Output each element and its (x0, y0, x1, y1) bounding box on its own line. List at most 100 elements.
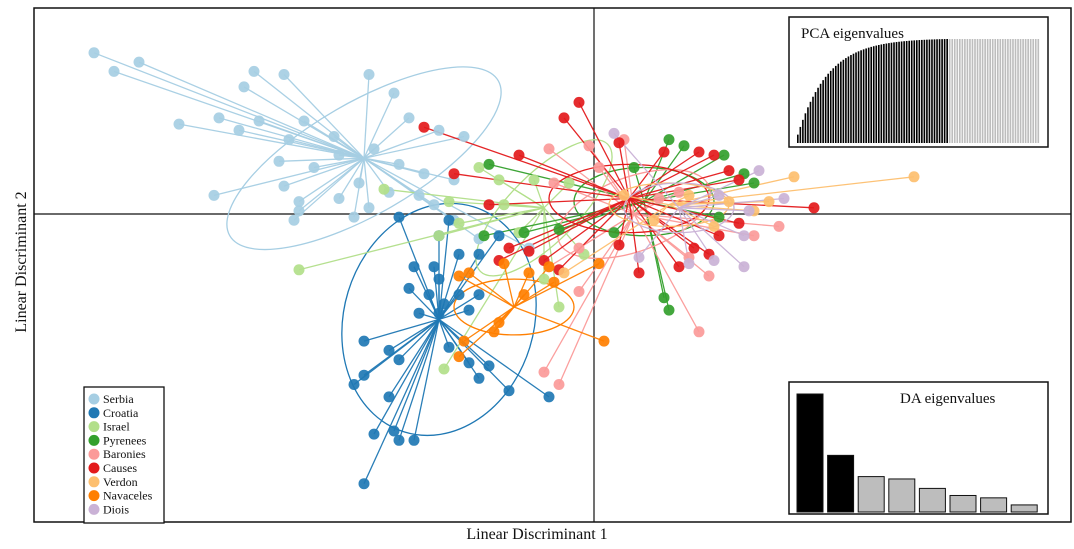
data-point (483, 199, 495, 211)
data-point (613, 239, 625, 251)
pca-eigenvalue-bar (865, 48, 867, 143)
data-point (443, 214, 455, 226)
spoke-line (563, 117, 630, 199)
data-point (518, 227, 530, 239)
data-point (453, 217, 465, 229)
points-diois (608, 127, 790, 273)
spoke-line (638, 207, 680, 258)
pca-eigenvalue-bar (870, 46, 873, 143)
pca-eigenvalue-bar (860, 50, 862, 143)
data-point (438, 363, 450, 375)
spoke-line (363, 135, 465, 159)
spoke-line (258, 120, 365, 159)
legend-swatch (88, 393, 100, 405)
data-point (408, 434, 420, 446)
data-point (383, 344, 395, 356)
data-point (503, 242, 515, 254)
pca-eigenvalue-bar (878, 44, 880, 143)
spoke-line (93, 52, 365, 159)
pca-eigenvalue-bar (903, 41, 905, 144)
data-point (683, 189, 695, 201)
y-axis-label: Linear Discriminant 2 (13, 191, 30, 333)
data-point (653, 193, 665, 204)
data-point (283, 134, 295, 146)
pca-eigenvalue-bar (931, 39, 933, 143)
data-point (433, 230, 445, 242)
pca-eigenvalue-bar (956, 39, 959, 143)
data-point (713, 230, 725, 242)
pca-eigenvalue-bar (984, 39, 986, 143)
data-point (463, 304, 475, 316)
pca-eigenvalue-bar (971, 39, 974, 143)
pca-eigenvalue-bar (857, 51, 860, 143)
data-point (293, 196, 305, 208)
data-point (383, 391, 395, 403)
inertia-ellipse (226, 66, 502, 251)
data-point (483, 360, 495, 372)
pca-eigenvalue-bar (1037, 39, 1040, 143)
spoke-line (458, 207, 545, 224)
data-point (363, 202, 375, 214)
data-point (748, 230, 760, 242)
spoke-line (438, 318, 510, 392)
pca-eigenvalue-bar (804, 113, 807, 143)
spoke-line (388, 318, 440, 351)
data-point (273, 155, 285, 167)
points-verdon (558, 171, 920, 279)
pca-eigenvalue-bar (837, 63, 840, 143)
pca-eigenvalue-bar (862, 49, 865, 143)
data-point (543, 261, 555, 273)
spoke-line (628, 198, 680, 268)
legend-label: Croatia (103, 406, 139, 420)
data-point (448, 168, 460, 180)
data-point (378, 183, 390, 195)
data-point (478, 230, 490, 242)
spoke-line (458, 275, 515, 308)
data-point (633, 267, 645, 279)
legend-label: Baronies (103, 447, 146, 461)
pca-eigenvalues-inset: PCA eigenvalues (788, 16, 1049, 148)
data-point (393, 211, 405, 223)
pca-eigenvalue-bar (913, 40, 916, 143)
pca-eigenvalue-bar (893, 42, 895, 144)
pca-eigenvalue-bar (1004, 39, 1007, 143)
pca-eigenvalue-bar (928, 39, 931, 143)
data-point (613, 137, 625, 149)
legend-swatch (88, 462, 100, 474)
pca-eigenvalue-bar (1002, 39, 1004, 143)
da-eigenvalue-bar (949, 494, 977, 513)
legend-swatch (88, 407, 100, 419)
pca-eigenvalue-bar (923, 39, 926, 144)
data-point (403, 282, 415, 294)
pca-eigenvalue-bar (895, 42, 898, 143)
data-point (473, 162, 485, 173)
pca-eigenvalue-bar (969, 39, 971, 143)
legend-swatch (88, 434, 100, 446)
data-point (358, 335, 370, 347)
data-point (493, 317, 505, 328)
data-point (388, 87, 400, 99)
pca-eigenvalue-bar (814, 92, 817, 143)
legend-label: Diois (103, 502, 129, 516)
pca-eigenvalue-bar (905, 40, 908, 143)
pca-eigenvalue-bar (834, 65, 837, 143)
data-point (438, 298, 450, 310)
pca-eigenvalue-bar (979, 39, 981, 143)
data-point (213, 112, 225, 124)
pca-eigenvalue-bar (822, 80, 824, 143)
data-point (583, 140, 595, 152)
spoke-line (668, 204, 715, 227)
spoke-line (338, 157, 365, 199)
data-point (208, 189, 220, 201)
pca-eigenvalue-bar (900, 41, 903, 144)
data-point (763, 196, 775, 208)
spoke-line (453, 173, 630, 200)
pca-eigenvalue-bar (1014, 39, 1017, 143)
data-point (523, 267, 535, 279)
data-point (493, 230, 505, 242)
data-point (788, 171, 800, 183)
pca-eigenvalue-bar (817, 87, 819, 143)
data-point (368, 428, 380, 440)
spoke-line (363, 158, 370, 208)
pca-eigenvalue-bar (953, 39, 956, 143)
